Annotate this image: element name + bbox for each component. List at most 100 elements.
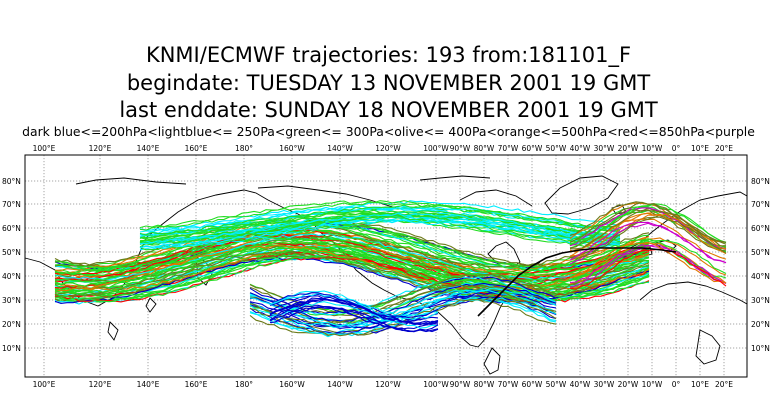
lon-label-bottom: 10°W bbox=[642, 380, 663, 389]
title-line-3-enddate: last enddate: SUNDAY 18 NOVEMBER 2001 19… bbox=[119, 98, 658, 122]
trajectory-line bbox=[54, 239, 650, 287]
coastline bbox=[695, 329, 721, 365]
lat-label-left: 10°N bbox=[2, 344, 21, 353]
coastline bbox=[459, 189, 533, 207]
highlighted-trajectory bbox=[477, 247, 677, 317]
lat-label-left: 50°N bbox=[2, 248, 21, 257]
lon-label-top: 20°W bbox=[618, 144, 639, 153]
trajectory-line bbox=[249, 282, 557, 322]
trajectory-line bbox=[139, 213, 621, 245]
trajectory-line bbox=[269, 290, 439, 317]
trajectory-line bbox=[139, 201, 621, 232]
trajectory-line bbox=[569, 214, 727, 258]
lon-label-top: 120°E bbox=[89, 144, 112, 153]
trajectory-line bbox=[269, 305, 439, 333]
title-line-2-begindate: begindate: TUESDAY 13 NOVEMBER 2001 19 G… bbox=[126, 71, 651, 95]
trajectory-line bbox=[569, 221, 727, 264]
trajectory-line bbox=[54, 244, 650, 293]
lat-label-right: 60°N bbox=[751, 224, 770, 233]
lat-label-left: 20°N bbox=[2, 320, 21, 329]
latitude-labels-left: 80°N 70°N 60°N 50°N 40°N 30°N 20°N 10°N bbox=[2, 177, 21, 353]
lon-label-bottom: 160°W bbox=[279, 380, 305, 389]
trajectory-line bbox=[269, 301, 439, 329]
title-line-1: KNMI/ECMWF trajectories: 193 from:181101… bbox=[145, 43, 632, 67]
trajectory-line bbox=[249, 282, 557, 322]
lon-label-bottom: 90°W bbox=[450, 380, 471, 389]
lon-label-bottom: 120°E bbox=[89, 380, 112, 389]
lat-label-left: 70°N bbox=[2, 200, 21, 209]
trajectory-line bbox=[54, 237, 650, 285]
lon-label-bottom: 140°W bbox=[327, 380, 353, 389]
lon-label-bottom: 160°E bbox=[185, 380, 208, 389]
trajectory-line bbox=[269, 292, 439, 318]
lon-label-bottom: 100°W bbox=[423, 380, 449, 389]
trajectory-line bbox=[54, 244, 650, 291]
trajectories bbox=[54, 200, 727, 338]
trajectory-line bbox=[249, 284, 557, 324]
trajectory-line bbox=[249, 295, 557, 335]
lon-label-bottom: 120°W bbox=[375, 380, 401, 389]
lon-label-top: 30°W bbox=[594, 144, 615, 153]
trajectory-line bbox=[54, 246, 650, 294]
coastline bbox=[483, 347, 501, 375]
lon-label-bottom: 50°W bbox=[546, 380, 567, 389]
coastline bbox=[257, 185, 397, 209]
coastline bbox=[419, 175, 491, 181]
lon-label-top: 90°W bbox=[450, 144, 471, 153]
lat-label-right: 70°N bbox=[751, 200, 770, 209]
lat-label-right: 20°N bbox=[751, 320, 770, 329]
trajectory-line bbox=[249, 276, 557, 316]
trajectory-line bbox=[54, 233, 650, 282]
coastline bbox=[544, 175, 619, 215]
lat-label-right: 10°N bbox=[751, 344, 770, 353]
lat-label-right: 30°N bbox=[751, 296, 770, 305]
trajectory-line bbox=[569, 203, 727, 246]
lon-label-top: 100°W bbox=[423, 144, 449, 153]
trajectory-line bbox=[139, 218, 621, 248]
lat-label-left: 40°N bbox=[2, 272, 21, 281]
lon-label-top: 120°W bbox=[375, 144, 401, 153]
lon-label-bottom: 0° bbox=[672, 380, 681, 389]
trajectory-line bbox=[569, 216, 727, 260]
lon-label-top: 140°W bbox=[327, 144, 353, 153]
lon-label-bottom: 10°E bbox=[691, 380, 709, 389]
trajectory-line bbox=[139, 204, 621, 236]
lon-label-top: 160°E bbox=[185, 144, 208, 153]
trajectory-line bbox=[54, 250, 650, 298]
trajectory-line bbox=[570, 209, 727, 250]
lon-label-top: 40°W bbox=[570, 144, 591, 153]
coastline bbox=[639, 281, 748, 305]
trajectory-line bbox=[54, 224, 650, 271]
lon-label-bottom: 140°E bbox=[137, 380, 160, 389]
lat-label-left: 80°N bbox=[2, 177, 21, 186]
lat-label-right: 40°N bbox=[751, 272, 770, 281]
trajectory-line bbox=[569, 241, 727, 284]
lon-label-top: 20°E bbox=[715, 144, 733, 153]
trajectory-line bbox=[569, 239, 727, 281]
lon-label-bottom: 180° bbox=[235, 380, 253, 389]
coastline bbox=[145, 297, 157, 313]
lat-label-left: 30°N bbox=[2, 296, 21, 305]
lon-label-bottom: 60°W bbox=[522, 380, 543, 389]
trajectory-line bbox=[569, 209, 727, 252]
lat-label-left: 60°N bbox=[2, 224, 21, 233]
lon-label-bottom: 20°W bbox=[618, 380, 639, 389]
lon-label-top: 140°E bbox=[137, 144, 160, 153]
trajectory-line bbox=[54, 236, 650, 284]
lon-label-bottom: 40°W bbox=[570, 380, 591, 389]
lon-label-top: 100°E bbox=[33, 144, 56, 153]
trajectory-line bbox=[249, 289, 557, 328]
longitude-labels-bottom: 100°E 120°E 140°E 160°E 180° 160°W 140°W 120°W 1… bbox=[33, 380, 734, 389]
lon-label-top: 50°W bbox=[546, 144, 567, 153]
lat-label-right: 50°N bbox=[751, 248, 770, 257]
trajectory-line bbox=[569, 244, 727, 288]
latitude-labels-right: 80°N 70°N 60°N 50°N 40°N 30°N 20°N 10°N bbox=[751, 177, 770, 353]
trajectory-line bbox=[569, 201, 727, 245]
trajectory-line bbox=[569, 248, 727, 290]
lon-label-top: 10°E bbox=[691, 144, 709, 153]
trajectory-line bbox=[139, 212, 621, 245]
lon-label-top: 10°W bbox=[642, 144, 663, 153]
trajectory-line bbox=[269, 293, 439, 321]
lon-label-bottom: 70°W bbox=[498, 380, 519, 389]
trajectory-line bbox=[54, 256, 650, 304]
